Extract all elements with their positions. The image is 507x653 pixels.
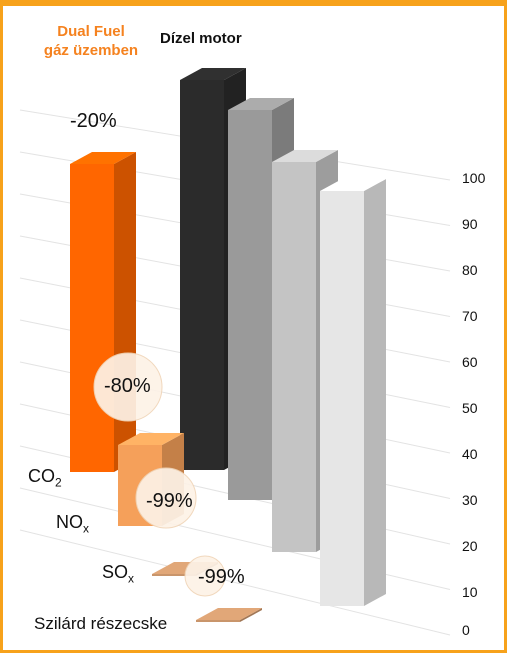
category-label-co2: CO2 (28, 466, 62, 490)
bar-dual-fuel-3-front (152, 574, 196, 576)
y-tick-90: 90 (462, 216, 478, 232)
bar-dual-fuel-4-side (240, 608, 262, 622)
category-label-sox: SOx (102, 562, 135, 586)
legend-dual-fuel-line1: Dual Fuel (57, 23, 125, 40)
reduction-label-sox: -99% (146, 490, 193, 512)
reduction-bubble-1 (93, 352, 163, 422)
y-tick-30: 30 (462, 492, 478, 508)
bar-dual-fuel-1 (70, 152, 136, 472)
bar-dual-fuel-4 (196, 608, 262, 622)
legend-dual-fuel-line2: gáz üzemben (43, 42, 139, 59)
bar-dual-fuel-4-top (196, 608, 262, 620)
bar-diesel-4-side (364, 179, 386, 606)
reduction-label-nox: -80% (104, 375, 151, 397)
category-label-particulate: Szilárd részecske (34, 614, 168, 633)
legend-dual-fuel: Dual Fuel gáz üzemben (36, 22, 146, 60)
bar-diesel-1-front (180, 80, 224, 470)
y-tick-100: 100 (462, 170, 486, 186)
y-tick-70: 70 (462, 308, 478, 324)
gridline (19, 529, 451, 636)
bar-diesel-2-front (228, 110, 272, 500)
bar-dual-fuel-4-front (196, 620, 240, 622)
bar-diesel-4-top (320, 179, 386, 191)
bar-dual-fuel-2-top (118, 433, 184, 445)
y-tick-40: 40 (462, 446, 478, 462)
bar-dual-fuel-1-top (70, 152, 136, 164)
bar-dual-fuel-1-side (114, 152, 136, 472)
reduction-label-co2: -20% (70, 110, 117, 132)
category-label-nox: NOx (56, 512, 89, 536)
reduction-label-particulate: -99% (198, 566, 245, 588)
y-tick-10: 10 (462, 584, 478, 600)
bar-diesel-2-top (228, 98, 294, 110)
legend-diesel: Dízel motor (160, 30, 242, 47)
reduction-bubble-3 (184, 555, 226, 597)
bar-diesel-4-front (320, 191, 364, 606)
bar-diesel-1-top (180, 68, 246, 80)
y-tick-60: 60 (462, 354, 478, 370)
y-tick-0: 0 (462, 622, 470, 638)
bar-diesel-3-top (272, 150, 338, 162)
reduction-bubble-2 (135, 467, 197, 529)
y-tick-80: 80 (462, 262, 478, 278)
y-tick-20: 20 (462, 538, 478, 554)
bar-dual-fuel-1-front (70, 164, 114, 472)
y-tick-50: 50 (462, 400, 478, 416)
bar-diesel-3-front (272, 162, 316, 552)
bar-diesel-4 (320, 179, 386, 606)
